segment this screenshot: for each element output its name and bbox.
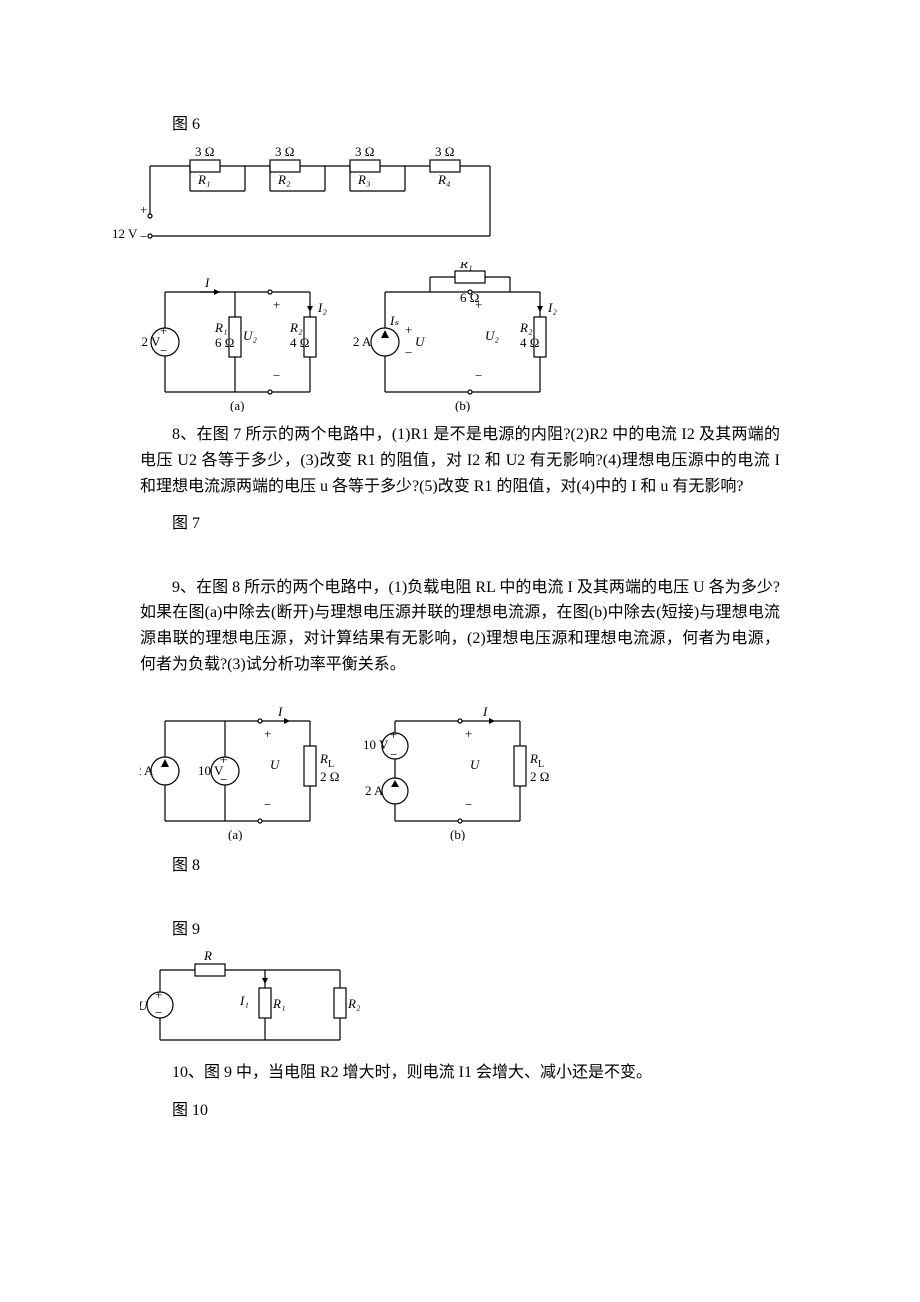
svg-text:R₁: R₁: [272, 996, 285, 1011]
svg-text:R: R: [319, 751, 328, 766]
svg-text:+: +: [405, 322, 412, 337]
svg-text:R₂: R₂: [289, 320, 303, 335]
svg-text:3 Ω: 3 Ω: [275, 146, 294, 159]
svg-text:(a): (a): [228, 827, 242, 841]
svg-text:12 V: 12 V: [140, 334, 161, 349]
fig10-label: 图 10: [140, 1098, 780, 1124]
svg-text:−: −: [160, 343, 167, 358]
svg-text:R₂: R₂: [347, 996, 360, 1011]
svg-text:(a): (a): [230, 398, 244, 412]
svg-text:+: +: [465, 726, 472, 741]
svg-text:+: +: [220, 752, 227, 767]
svg-text:R₂: R₂: [519, 320, 533, 335]
q9-text: 9、在图 8 所示的两个电路中，(1)负载电阻 RL 中的电流 I 及其两端的电…: [140, 575, 780, 677]
svg-text:U₂: U₂: [485, 328, 499, 343]
svg-text:−: −: [140, 229, 147, 244]
svg-text:+: +: [155, 987, 162, 1002]
svg-text:U: U: [270, 757, 281, 772]
svg-text:(b): (b): [450, 827, 465, 841]
svg-text:2 Ω: 2 Ω: [530, 769, 549, 784]
fig8-label: 图 8: [140, 853, 780, 879]
svg-text:R₄: R₄: [437, 172, 451, 187]
svg-text:2 A: 2 A: [353, 334, 372, 349]
svg-text:R₃: R₃: [357, 172, 370, 187]
svg-text:Iₛ: Iₛ: [389, 313, 399, 328]
svg-text:R₂: R₂: [277, 172, 291, 187]
q10-text: 10、图 9 中，当电阻 R2 增大时，则电流 I1 会增大、减小还是不变。: [140, 1060, 780, 1086]
fig7-circuit: + − 12 V I R₁ 6 Ω U₂ + − R₂ 4 Ω I₂ (a): [140, 262, 780, 412]
fig8-circuit: 2 A 10 V + − I + − U R L 2 Ω (a): [140, 691, 780, 841]
svg-text:+: +: [140, 202, 147, 217]
svg-text:−: −: [264, 797, 271, 812]
svg-text:R₁: R₁: [197, 172, 210, 187]
q8-text: 8、在图 7 所示的两个电路中，(1)R1 是不是电源的内阻?(2)R2 中的电…: [140, 422, 780, 499]
svg-text:(b): (b): [455, 398, 470, 412]
fig6-voltage: 12 V: [112, 224, 780, 245]
svg-text:3 Ω: 3 Ω: [195, 146, 214, 159]
svg-text:U₂: U₂: [243, 328, 257, 343]
svg-text:I: I: [204, 275, 210, 290]
fig6-circuit: 3 Ω 3 Ω 3 Ω 3 Ω R₁ R₂ R₃ R₄ + − 12 V: [140, 146, 780, 245]
svg-text:10 V: 10 V: [363, 737, 389, 752]
svg-text:R: R: [203, 950, 212, 963]
svg-text:3 Ω: 3 Ω: [355, 146, 374, 159]
fig9-circuit: + − U R I₁ R₁ R₂: [140, 950, 780, 1050]
svg-text:−: −: [405, 345, 412, 360]
svg-text:I₂: I₂: [547, 300, 557, 315]
svg-text:−: −: [155, 1005, 162, 1020]
fig6-label: 图 6: [140, 112, 780, 138]
svg-text:+: +: [475, 297, 482, 312]
svg-text:−: −: [465, 797, 472, 812]
svg-text:I: I: [277, 704, 283, 719]
svg-text:U: U: [415, 334, 426, 349]
svg-text:−: −: [273, 368, 280, 383]
svg-text:R₁: R₁: [214, 320, 227, 335]
svg-text:+: +: [160, 323, 167, 338]
svg-text:I: I: [482, 704, 488, 719]
svg-text:+: +: [390, 727, 397, 742]
svg-text:−: −: [390, 747, 397, 762]
svg-text:3 Ω: 3 Ω: [435, 146, 454, 159]
svg-text:6 Ω: 6 Ω: [215, 335, 234, 350]
svg-text:+: +: [273, 297, 280, 312]
svg-text:4 Ω: 4 Ω: [520, 335, 539, 350]
svg-text:2 A: 2 A: [140, 763, 154, 778]
svg-text:I₁: I₁: [239, 993, 249, 1008]
svg-text:I₂: I₂: [317, 300, 327, 315]
svg-text:−: −: [220, 772, 227, 787]
svg-text:+: +: [264, 726, 271, 741]
svg-text:4 Ω: 4 Ω: [290, 335, 309, 350]
fig7-label: 图 7: [140, 511, 780, 537]
svg-text:2 Ω: 2 Ω: [320, 769, 339, 784]
fig9-label: 图 9: [140, 917, 780, 943]
svg-text:−: −: [475, 368, 482, 383]
svg-text:R: R: [529, 751, 538, 766]
svg-text:R₁: R₁: [459, 262, 472, 271]
svg-text:U: U: [470, 757, 481, 772]
svg-text:2 A: 2 A: [365, 783, 384, 798]
